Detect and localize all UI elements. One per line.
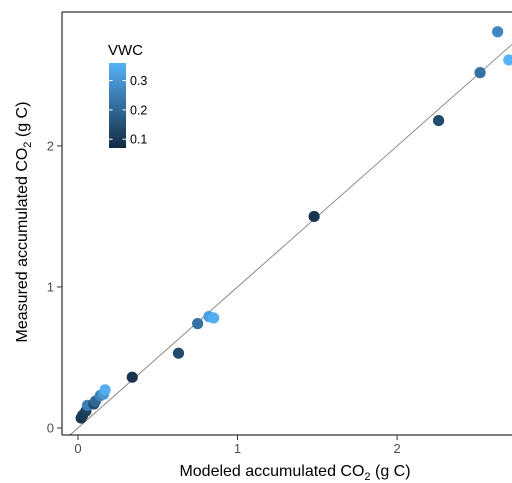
data-point-19 [503, 54, 512, 66]
x-axis-title-unit: (g C) [371, 463, 411, 480]
x-axis-title-main: Modeled accumulated CO [179, 463, 364, 480]
data-point-11 [172, 347, 185, 359]
x-tick-label-2: 2 [393, 441, 400, 456]
y-tick-label-1: 1 [47, 279, 54, 294]
one-to-one-line [69, 44, 512, 435]
y-axis-title-main: Measured accumulated CO [14, 148, 31, 343]
x-axis-title: Modeled accumulated CO2 (g C) [179, 463, 410, 483]
data-point-14 [208, 312, 220, 324]
x-axis-title-subscript: 2 [364, 471, 370, 483]
data-point-9 [99, 384, 111, 396]
legend: VWC 0.1 0.2 0.3 [108, 42, 147, 148]
legend-label-3: 0.3 [130, 74, 147, 88]
data-point-12 [192, 318, 204, 330]
legend-title: VWC [108, 42, 143, 59]
axes: 0 1 2 0 1 2 [47, 11, 512, 456]
y-tick-label-2: 2 [47, 138, 54, 153]
plot-area [69, 26, 512, 435]
legend-label-1: 0.1 [130, 133, 147, 147]
y-axis-title-subscript: 2 [22, 142, 34, 148]
data-point-18 [492, 26, 504, 38]
colorbar [109, 63, 126, 148]
y-tick-label-0: 0 [47, 420, 54, 435]
x-tick-label-1: 1 [234, 441, 241, 456]
data-point-10 [126, 371, 138, 383]
data-point-15 [308, 210, 320, 223]
data-point-17 [474, 67, 486, 79]
legend-label-2: 0.2 [130, 103, 147, 117]
x-tick-label-0: 0 [74, 441, 81, 456]
y-axis-title-unit: (g C) [14, 102, 31, 142]
y-axis-title: Measured accumulated CO2 (g C) [14, 102, 34, 343]
data-point-16 [433, 114, 445, 127]
